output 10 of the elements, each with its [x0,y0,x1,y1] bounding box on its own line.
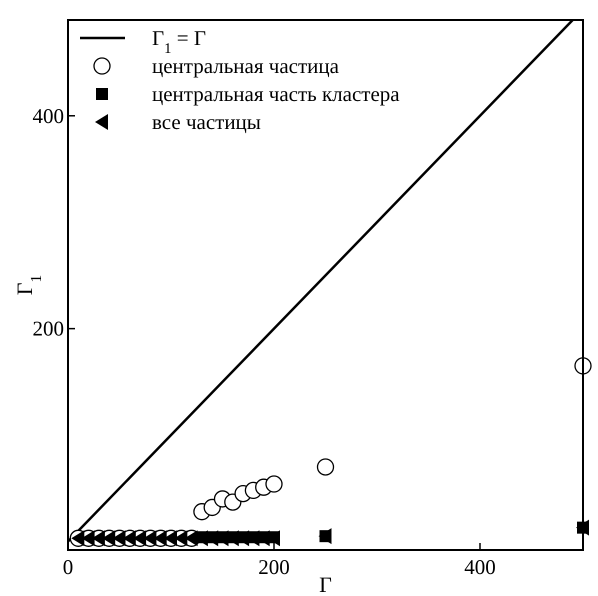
x-tick-label: 200 [258,555,290,579]
point [316,458,334,476]
legend-label: Γ$_{1}$ = Γ [152,26,206,57]
legend-label: все частицы [152,110,261,134]
x-axis-title: Γ [319,572,332,596]
x-tick-label: 400 [464,555,496,579]
point [265,475,283,493]
x-tick-label: 0 [62,555,74,579]
legend-label: центральная часть кластера [152,82,400,106]
legend-label: центральная частица [152,54,340,78]
